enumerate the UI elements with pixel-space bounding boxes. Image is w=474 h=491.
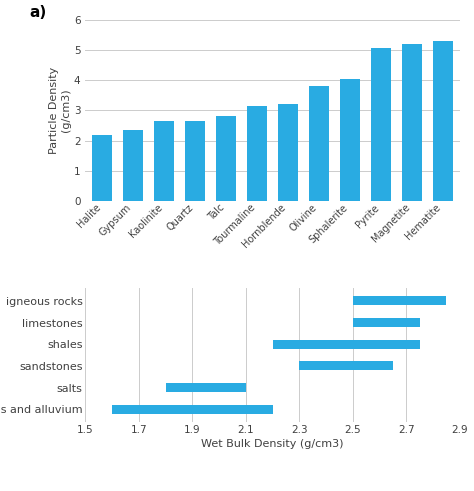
Bar [123, 130, 143, 201]
Bar [278, 104, 298, 201]
Bar [353, 318, 419, 327]
Bar [273, 340, 419, 349]
Bar [309, 86, 329, 201]
Bar [165, 383, 246, 392]
Y-axis label: Particle Density
(g/cm3): Particle Density (g/cm3) [49, 67, 71, 154]
Bar [247, 106, 267, 201]
Bar [433, 41, 453, 201]
Bar [340, 79, 360, 201]
Bar [92, 135, 112, 201]
Text: a): a) [29, 5, 46, 20]
Bar [154, 121, 174, 201]
Bar [402, 44, 422, 201]
Bar [216, 116, 236, 201]
Bar [112, 405, 273, 414]
Bar [371, 48, 391, 201]
Bar [353, 297, 447, 305]
X-axis label: Wet Bulk Density (g/cm3): Wet Bulk Density (g/cm3) [201, 439, 344, 449]
Bar [185, 121, 205, 201]
Bar [299, 361, 393, 371]
